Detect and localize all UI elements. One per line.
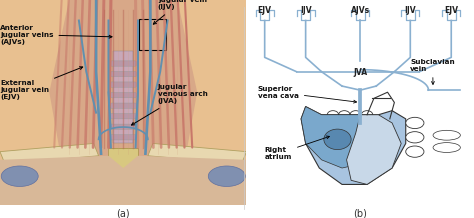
FancyBboxPatch shape <box>110 135 137 140</box>
Ellipse shape <box>1 166 38 186</box>
Text: Anterior
jugular veins
(AJVs): Anterior jugular veins (AJVs) <box>0 25 112 45</box>
FancyBboxPatch shape <box>110 61 137 66</box>
Text: Superior
vena cava: Superior vena cava <box>258 86 356 103</box>
Text: Jugular
venous arch
(JVA): Jugular venous arch (JVA) <box>131 84 208 125</box>
Ellipse shape <box>406 146 424 157</box>
Text: Subclavian
vein: Subclavian vein <box>410 59 455 84</box>
Text: Internal
jugular vein
(IJV): Internal jugular vein (IJV) <box>153 0 207 24</box>
Text: EJV: EJV <box>258 6 272 15</box>
Text: IJV: IJV <box>404 6 416 15</box>
FancyBboxPatch shape <box>110 92 137 98</box>
Ellipse shape <box>324 129 351 150</box>
Text: EJV: EJV <box>444 6 458 15</box>
FancyBboxPatch shape <box>110 103 137 108</box>
FancyBboxPatch shape <box>110 124 137 129</box>
Polygon shape <box>301 107 406 184</box>
FancyBboxPatch shape <box>110 72 137 77</box>
Polygon shape <box>301 107 365 168</box>
Polygon shape <box>148 143 246 164</box>
Text: (b): (b) <box>353 208 367 218</box>
Polygon shape <box>49 0 197 168</box>
Text: External
jugular vein
(EJV): External jugular vein (EJV) <box>0 67 82 100</box>
Text: IJV: IJV <box>300 6 311 15</box>
Polygon shape <box>0 156 246 205</box>
FancyBboxPatch shape <box>110 82 137 87</box>
Text: AJVs: AJVs <box>351 6 370 15</box>
Polygon shape <box>346 115 401 184</box>
Polygon shape <box>0 143 99 164</box>
Polygon shape <box>113 51 133 143</box>
Ellipse shape <box>433 143 460 152</box>
FancyBboxPatch shape <box>110 114 137 119</box>
Ellipse shape <box>406 132 424 143</box>
Text: JVA: JVA <box>353 68 367 77</box>
Text: (a): (a) <box>117 208 130 218</box>
Polygon shape <box>109 148 138 180</box>
Ellipse shape <box>406 117 424 129</box>
Text: Right
atrium: Right atrium <box>264 136 329 160</box>
Ellipse shape <box>208 166 245 186</box>
Ellipse shape <box>433 130 460 140</box>
Polygon shape <box>0 0 246 205</box>
